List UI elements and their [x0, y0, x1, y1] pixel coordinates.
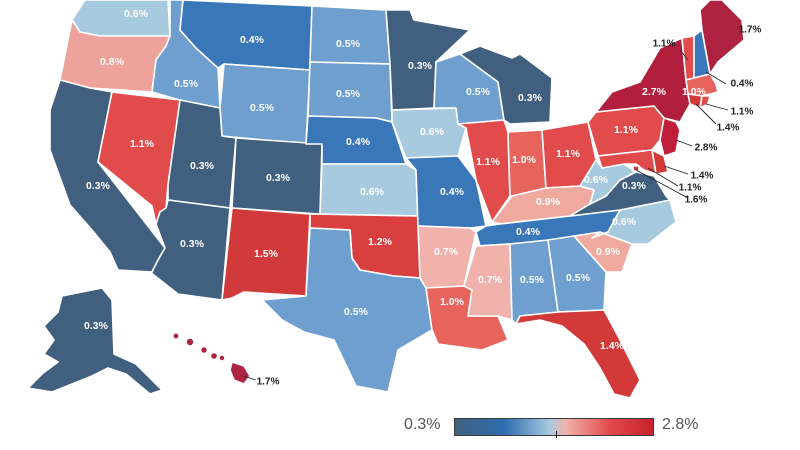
label-california: 0.3%	[86, 180, 111, 192]
label-ohio: 1.1%	[556, 148, 581, 160]
label-alaska: 0.3%	[84, 320, 109, 332]
label-pennsylvania: 1.1%	[614, 124, 639, 136]
label-arizona: 0.3%	[180, 238, 205, 250]
label-florida: 1.4%	[600, 340, 625, 352]
state-north-carolina[interactable]	[591, 199, 677, 245]
label-wyoming: 0.5%	[250, 102, 275, 114]
label-indiana: 1.0%	[512, 154, 537, 166]
label-utah: 0.3%	[190, 160, 215, 172]
callout-leaders	[243, 49, 729, 381]
label-michigan: 0.3%	[518, 92, 543, 104]
label-virginia: 0.3%	[622, 180, 647, 192]
label-vermont: 1.1%	[653, 39, 676, 50]
color-legend: 0.3% 2.8%	[400, 414, 720, 440]
state-georgia[interactable]	[547, 235, 607, 313]
label-new-jersey: 2.8%	[695, 143, 718, 154]
state-alaska[interactable]	[27, 287, 163, 395]
state-utah[interactable]	[167, 99, 237, 209]
label-nevada: 1.1%	[130, 138, 155, 150]
label-minnesota: 0.3%	[408, 60, 433, 72]
us-choropleth-map: 0.6% 0.8% 0.3% 1.1% 0.5% 0.4% 0.5% 0.3% …	[27, 0, 762, 399]
state-washington[interactable]	[71, 0, 171, 37]
label-arkansas: 0.7%	[434, 246, 459, 258]
state-maryland[interactable]	[597, 149, 657, 175]
label-south-carolina: 0.9%	[596, 246, 621, 258]
state-michigan[interactable]	[459, 45, 553, 125]
label-new-hampshire: 0.4%	[731, 79, 754, 90]
state-maine[interactable]	[699, 0, 745, 75]
state-south-carolina[interactable]	[573, 231, 633, 273]
label-oklahoma: 1.2%	[368, 236, 393, 248]
label-maine: 1.7%	[739, 25, 762, 36]
state-texas[interactable]	[261, 227, 433, 393]
state-rhode-island[interactable]	[699, 95, 711, 109]
state-value-labels: 0.6% 0.8% 0.3% 1.1% 0.5% 0.4% 0.5% 0.3% …	[84, 8, 761, 388]
label-north-carolina: 0.6%	[612, 216, 637, 228]
label-south-dakota: 0.5%	[336, 88, 361, 100]
label-louisiana: 1.0%	[440, 296, 465, 308]
label-texas: 0.5%	[344, 306, 369, 318]
state-north-dakota[interactable]	[309, 5, 391, 65]
state-new-jersey[interactable]	[659, 117, 681, 157]
label-tennessee: 0.4%	[516, 226, 541, 238]
legend-max-label: 2.8%	[662, 416, 699, 433]
label-new-york: 2.7%	[642, 86, 667, 98]
label-nebraska: 0.4%	[346, 136, 371, 148]
label-kentucky: 0.9%	[536, 196, 561, 208]
label-kansas: 0.6%	[360, 186, 385, 198]
label-district-of-columbia: 1.6%	[685, 195, 708, 206]
label-massachusetts: 1.0%	[682, 86, 707, 98]
label-alabama: 0.5%	[520, 274, 545, 286]
state-west-virginia[interactable]	[579, 159, 637, 205]
label-colorado: 0.3%	[266, 172, 291, 184]
label-maryland: 1.1%	[679, 183, 702, 194]
label-north-dakota: 0.5%	[336, 38, 361, 50]
state-hawaii[interactable]	[172, 331, 251, 385]
label-wisconsin: 0.5%	[466, 86, 491, 98]
label-delaware: 1.4%	[691, 171, 714, 182]
label-new-mexico: 1.5%	[254, 248, 279, 260]
legend-min-label: 0.3%	[404, 416, 441, 433]
state-district-of-columbia[interactable]	[632, 165, 640, 172]
label-georgia: 0.5%	[566, 272, 591, 284]
label-washington: 0.6%	[124, 8, 149, 20]
label-hawaii: 1.7%	[257, 377, 280, 388]
label-connecticut: 1.4%	[717, 123, 740, 134]
label-missouri: 0.4%	[440, 186, 465, 198]
legend-gradient-bar	[454, 418, 654, 438]
state-florida[interactable]	[515, 309, 641, 399]
label-west-virginia: 0.6%	[584, 174, 609, 186]
state-missouri[interactable]	[405, 155, 487, 229]
label-illinois: 1.1%	[476, 156, 501, 168]
label-idaho: 0.5%	[174, 78, 199, 90]
label-mississippi: 0.7%	[478, 274, 503, 286]
label-oregon: 0.8%	[100, 56, 125, 68]
legend-midpoint-tick	[556, 431, 557, 438]
label-iowa: 0.6%	[420, 126, 445, 138]
label-rhode-island: 1.1%	[731, 107, 754, 118]
label-montana: 0.4%	[240, 34, 265, 46]
